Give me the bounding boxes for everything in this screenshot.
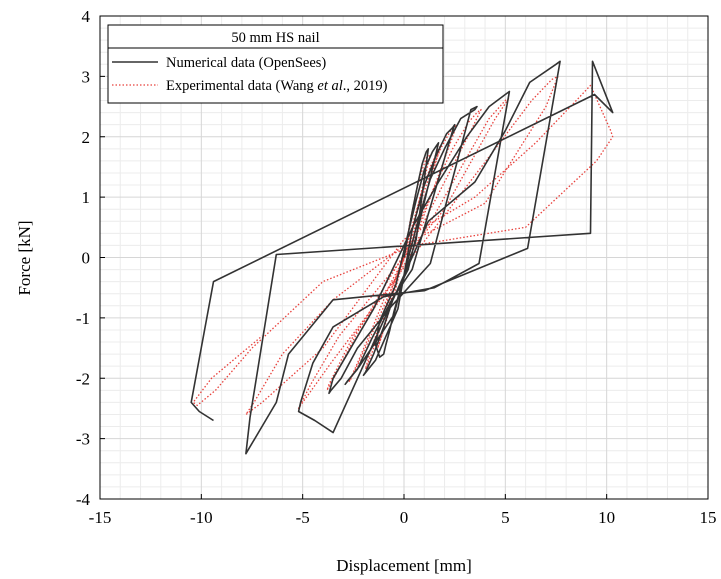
legend-label-experimental: Experimental data (Wang et al., 2019) xyxy=(166,78,388,94)
y-tick-label: 3 xyxy=(82,67,91,86)
legend-label-experimental-italic: et al xyxy=(317,78,342,94)
x-tick-label: 10 xyxy=(598,508,615,527)
y-tick-label: -2 xyxy=(76,369,90,388)
y-tick-label: 2 xyxy=(82,128,91,147)
y-axis-label: Force [kN] xyxy=(15,220,34,295)
x-axis-label: Displacement [mm] xyxy=(336,556,472,575)
y-tick-label: -1 xyxy=(76,309,90,328)
y-tick-label: 1 xyxy=(82,188,91,207)
series-experimental-line xyxy=(192,75,614,416)
x-tick-label: 0 xyxy=(400,508,409,527)
x-tick-label: -5 xyxy=(296,508,310,527)
y-tick-label: 0 xyxy=(82,249,91,268)
legend-label-numerical: Numerical data (OpenSees) xyxy=(166,55,326,71)
series-numerical-line xyxy=(190,60,614,455)
x-tick-label: 15 xyxy=(700,508,717,527)
y-tick-label: -4 xyxy=(76,490,91,509)
legend-label-experimental-suffix: ., 2019) xyxy=(343,78,388,94)
x-tick-label: 5 xyxy=(501,508,510,527)
legend-box xyxy=(107,24,444,104)
series-layer xyxy=(190,60,614,455)
x-tick-label: -10 xyxy=(190,508,213,527)
legend-title: 50 mm HS nail xyxy=(231,30,319,46)
legend-label-experimental-prefix: Experimental data (Wang xyxy=(166,78,317,94)
y-tick-label: -3 xyxy=(76,430,90,449)
y-tick-label: 4 xyxy=(82,7,91,26)
legend: 50 mm HS nail Numerical data (OpenSees) … xyxy=(107,24,444,104)
x-tick-label: -15 xyxy=(89,508,112,527)
